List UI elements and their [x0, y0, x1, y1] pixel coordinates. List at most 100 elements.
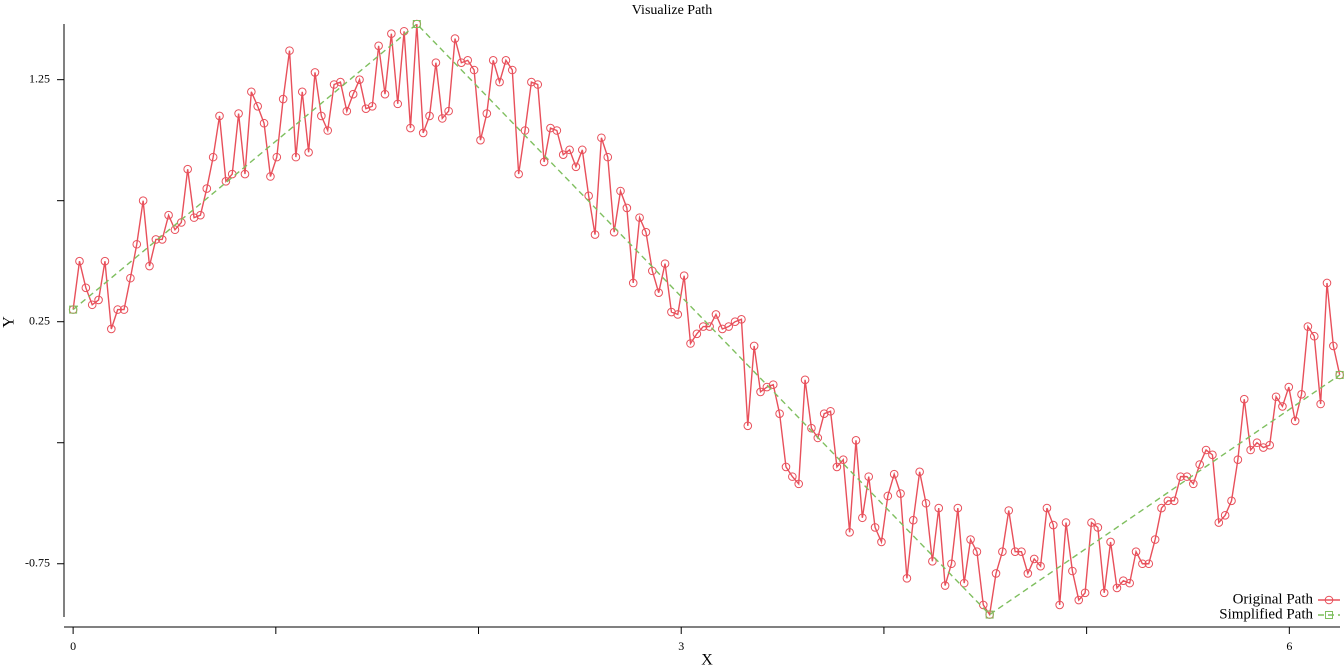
data-point: [851, 436, 861, 445]
data-point: [947, 559, 956, 569]
data-point: [196, 210, 205, 220]
legend-label: Simplified Path: [1219, 606, 1313, 622]
data-point: [1265, 440, 1275, 450]
data-point: [234, 109, 243, 118]
data-point: [1010, 547, 1020, 556]
data-point: [310, 68, 320, 77]
data-point: [1309, 331, 1319, 341]
data-point: [1068, 566, 1077, 576]
data-point: [208, 152, 218, 162]
data-point: [1029, 554, 1039, 564]
data-point: [775, 409, 784, 418]
data-point: [202, 184, 212, 193]
data-point: [75, 256, 84, 266]
y-tick-label: 1.25: [29, 71, 50, 85]
data-point: [622, 203, 632, 213]
data-point: [1316, 399, 1325, 409]
legend-marker: [1324, 595, 1334, 605]
data-point: [1131, 547, 1141, 556]
data-point: [1220, 511, 1230, 520]
data-point: [991, 569, 1001, 578]
data-point: [1004, 506, 1014, 515]
data-point: [482, 109, 492, 118]
data-point: [781, 462, 791, 472]
data-point: [743, 421, 753, 431]
data-point: [1055, 600, 1064, 610]
data-point: [998, 547, 1007, 556]
data-point: [711, 310, 721, 319]
data-point: [170, 225, 180, 235]
data-point: [469, 65, 479, 75]
data-point: [1150, 535, 1160, 544]
data-point: [673, 310, 683, 319]
data-point: [1099, 588, 1109, 598]
data-point: [858, 513, 867, 523]
data-point: [387, 29, 396, 38]
data-point: [1335, 370, 1344, 379]
data-point: [571, 162, 581, 172]
data-point: [380, 89, 390, 99]
data-point: [533, 80, 543, 89]
chart-title: Visualize Path: [632, 3, 712, 18]
data-point: [126, 273, 135, 283]
data-point: [832, 462, 842, 472]
data-point: [1144, 559, 1154, 569]
data-point: [164, 210, 173, 220]
data-point: [1157, 503, 1166, 513]
data-point: [1239, 394, 1249, 404]
data-point: [406, 123, 415, 133]
data-point: [953, 503, 963, 513]
data-point: [317, 111, 326, 121]
data-point: [488, 56, 498, 65]
data-point: [1322, 278, 1332, 288]
data-point: [959, 578, 969, 588]
data-point: [1049, 520, 1058, 530]
data-point: [1271, 392, 1281, 402]
data-point: [908, 515, 918, 525]
data-point: [412, 20, 421, 28]
data-point: [578, 145, 587, 155]
data-point: [253, 101, 263, 111]
data-point: [495, 77, 504, 87]
data-point: [107, 324, 116, 334]
data-point: [304, 147, 313, 157]
x-tick-label: 3: [678, 639, 684, 653]
data-point: [826, 406, 835, 416]
data-point: [660, 259, 670, 268]
data-point: [896, 489, 905, 498]
data-point: [1169, 496, 1179, 506]
data-point: [921, 498, 931, 508]
data-point: [355, 75, 364, 84]
data-point: [100, 256, 110, 266]
data-point: [590, 230, 600, 239]
data-point: [1042, 503, 1052, 513]
data-point: [1112, 583, 1122, 593]
data-point: [915, 467, 924, 477]
data-point: [1138, 559, 1147, 569]
x-axis-title: X: [701, 652, 713, 669]
data-point: [698, 322, 708, 331]
data-point: [463, 56, 473, 65]
data-point: [1061, 518, 1071, 527]
data-point: [1074, 595, 1084, 605]
data-point: [1290, 416, 1300, 426]
data-point: [768, 380, 778, 389]
data-point: [514, 169, 523, 179]
x-tick-label: 6: [1286, 639, 1292, 653]
data-point: [679, 271, 689, 281]
data-point: [1189, 479, 1198, 489]
data-point: [1208, 450, 1217, 460]
data-point: [507, 65, 517, 75]
data-point: [1227, 496, 1236, 506]
data-point: [558, 150, 568, 160]
data-point: [278, 94, 288, 104]
data-point: [367, 101, 377, 111]
data-point: [864, 472, 874, 481]
data-point: [81, 283, 91, 293]
data-point: [132, 239, 142, 249]
data-point: [87, 300, 97, 310]
data-point: [1093, 523, 1103, 532]
data-point: [539, 157, 549, 167]
legend-label: Original Path: [1233, 591, 1314, 607]
data-point: [724, 322, 733, 331]
